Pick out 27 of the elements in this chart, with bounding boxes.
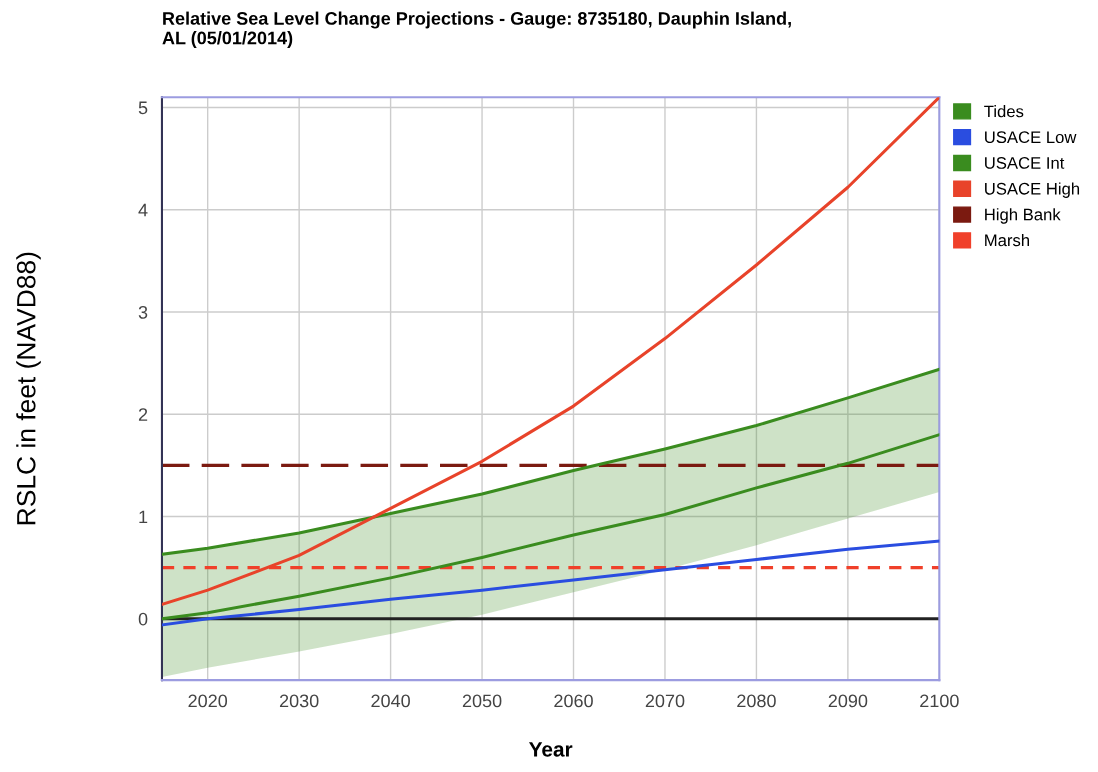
legend-label: USACE High <box>985 182 1080 198</box>
y-tick-label: 5 <box>138 101 148 115</box>
y-tick-label: 0 <box>138 612 148 626</box>
legend-label: Tides <box>984 105 1024 118</box>
y-tick-label: 1 <box>139 510 148 524</box>
y-axis-title: RSLC in feet (NAVD88) <box>16 252 41 525</box>
line-series <box>161 367 940 556</box>
line-series <box>161 433 940 621</box>
legend-label: High Bank <box>985 208 1061 224</box>
line-series <box>161 539 940 627</box>
x-tick-label: 2040 <box>371 694 410 708</box>
x-axis-title: Year <box>528 742 573 757</box>
legend-label: USACE Low <box>985 131 1077 144</box>
x-tick-label: 2020 <box>188 694 228 708</box>
y-tick-label: 4 <box>138 203 148 217</box>
y-tick-label: 3 <box>138 305 148 319</box>
x-tick-label: 2050 <box>462 694 502 708</box>
x-tick-label: 2080 <box>737 694 776 708</box>
legend-label: USACE Int <box>985 157 1065 169</box>
y-tick-label: 2 <box>138 408 148 421</box>
legend-label: Marsh <box>985 233 1029 247</box>
x-tick-label: 2070 <box>645 694 685 708</box>
chart-title: Relative Sea Level Change Projections - Gauge: 8735180, Dauphin Island, AL (05/01/2014) <box>162 11 791 48</box>
x-tick-label: 2030 <box>279 694 319 708</box>
x-tick-label: 2100 <box>920 694 959 708</box>
x-tick-label: 2090 <box>828 694 868 708</box>
x-tick-label: 2060 <box>554 694 593 708</box>
